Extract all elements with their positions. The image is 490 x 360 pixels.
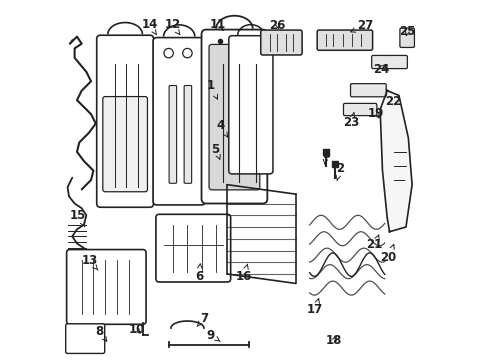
Text: 6: 6 [195,264,203,283]
FancyBboxPatch shape [184,86,192,183]
Text: 25: 25 [399,26,416,39]
Text: 9: 9 [207,329,220,342]
FancyBboxPatch shape [66,324,105,354]
FancyBboxPatch shape [400,28,415,48]
Text: 20: 20 [380,244,397,264]
Text: 5: 5 [212,143,220,159]
FancyBboxPatch shape [67,249,146,324]
Text: 13: 13 [81,255,98,270]
FancyBboxPatch shape [343,103,377,116]
Text: 12: 12 [164,18,180,35]
Circle shape [164,48,173,58]
FancyBboxPatch shape [350,84,386,97]
FancyBboxPatch shape [169,86,176,183]
Text: 10: 10 [128,323,145,336]
FancyBboxPatch shape [103,96,147,192]
Text: 26: 26 [270,19,286,32]
Text: 8: 8 [95,325,107,341]
Text: 24: 24 [373,63,389,76]
FancyBboxPatch shape [156,214,231,282]
Text: 22: 22 [385,89,401,108]
Text: 11: 11 [210,18,226,31]
Polygon shape [380,91,412,232]
FancyBboxPatch shape [97,35,153,207]
FancyBboxPatch shape [229,36,273,174]
Text: 3: 3 [322,148,330,164]
Text: 2: 2 [336,162,344,180]
FancyBboxPatch shape [261,30,302,55]
Text: 15: 15 [70,209,87,227]
FancyBboxPatch shape [201,30,268,203]
Text: 19: 19 [368,107,385,120]
Text: 16: 16 [236,264,252,283]
Text: 7: 7 [197,312,208,327]
Text: 4: 4 [216,120,228,138]
Text: 21: 21 [367,235,383,251]
FancyBboxPatch shape [372,55,407,69]
Circle shape [183,48,192,58]
Text: 14: 14 [142,18,158,35]
Text: 18: 18 [326,334,342,347]
FancyBboxPatch shape [209,44,260,190]
Text: 17: 17 [307,298,323,316]
Text: 27: 27 [351,19,373,32]
Text: 23: 23 [343,113,359,129]
FancyBboxPatch shape [153,37,205,205]
Text: 1: 1 [207,80,218,99]
FancyBboxPatch shape [317,30,372,50]
